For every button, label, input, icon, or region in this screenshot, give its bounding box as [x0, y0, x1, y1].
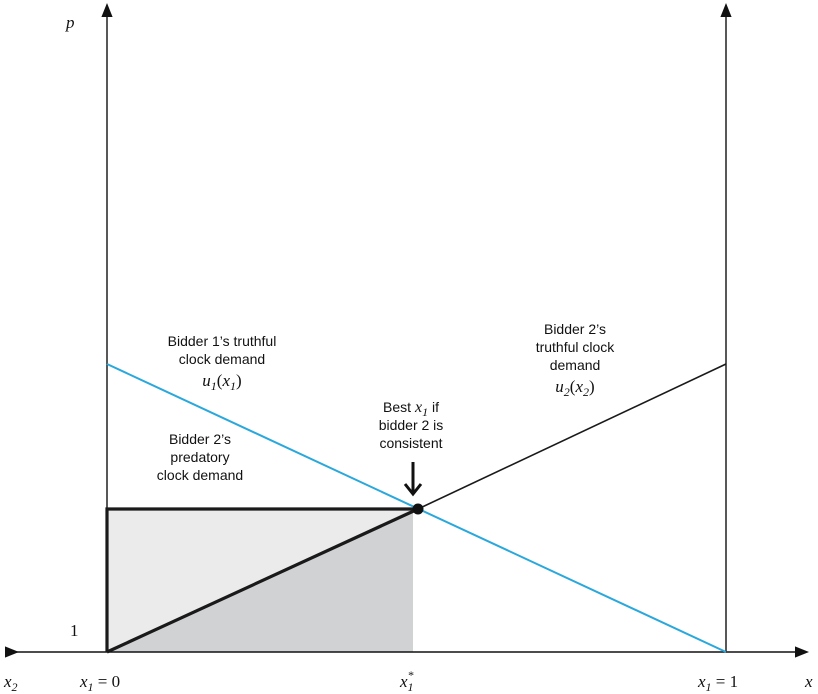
svg-text:bidder 2 is: bidder 2 is: [379, 417, 444, 433]
tick-x1-one: x1 = 1: [697, 672, 738, 694]
tick-x1-zero: x1 = 0: [79, 672, 120, 694]
y-axis-label: p: [65, 13, 75, 32]
best-x1-annotation: Best x1 if bidder 2 is consistent: [379, 399, 444, 451]
svg-text:Best x1 if: Best x1 if: [383, 399, 439, 419]
svg-text:consistent: consistent: [379, 435, 442, 451]
tick-x1-star: x1*: [399, 668, 414, 694]
svg-text:truthful clock: truthful clock: [536, 339, 616, 355]
bidder2-predatory-outline: [105, 507, 418, 652]
svg-text:demand: demand: [550, 357, 601, 373]
x-axis-label: x: [804, 672, 813, 691]
one-label: 1: [70, 621, 79, 640]
svg-text:Bidder 1’s truthful: Bidder 1’s truthful: [168, 333, 277, 349]
svg-text:Bidder 2’s: Bidder 2’s: [169, 431, 231, 447]
bidder2-truthful-line: [417, 363, 727, 510]
svg-text:clock demand: clock demand: [157, 467, 243, 483]
best-arrowhead: [403, 483, 423, 497]
svg-text:clock demand: clock demand: [179, 351, 265, 367]
svg-text:predatory: predatory: [170, 449, 229, 465]
svg-text:u2(x2): u2(x2): [555, 377, 594, 399]
bidder2-predatory-diagonal: [106, 507, 419, 654]
bidder1-truthful-annotation: Bidder 1’s truthful clock demand u1(x1): [168, 333, 277, 393]
x2-axis-label: x2: [3, 672, 18, 694]
equilibrium-point: [412, 503, 424, 515]
svg-text:u1(x1): u1(x1): [202, 371, 241, 393]
bidder2-predatory-annotation: Bidder 2’s predatory clock demand: [157, 431, 243, 483]
svg-text:Bidder 2’s: Bidder 2’s: [544, 321, 606, 337]
bidder2-truthful-annotation: Bidder 2’s truthful clock demand u2(x2): [536, 321, 616, 399]
